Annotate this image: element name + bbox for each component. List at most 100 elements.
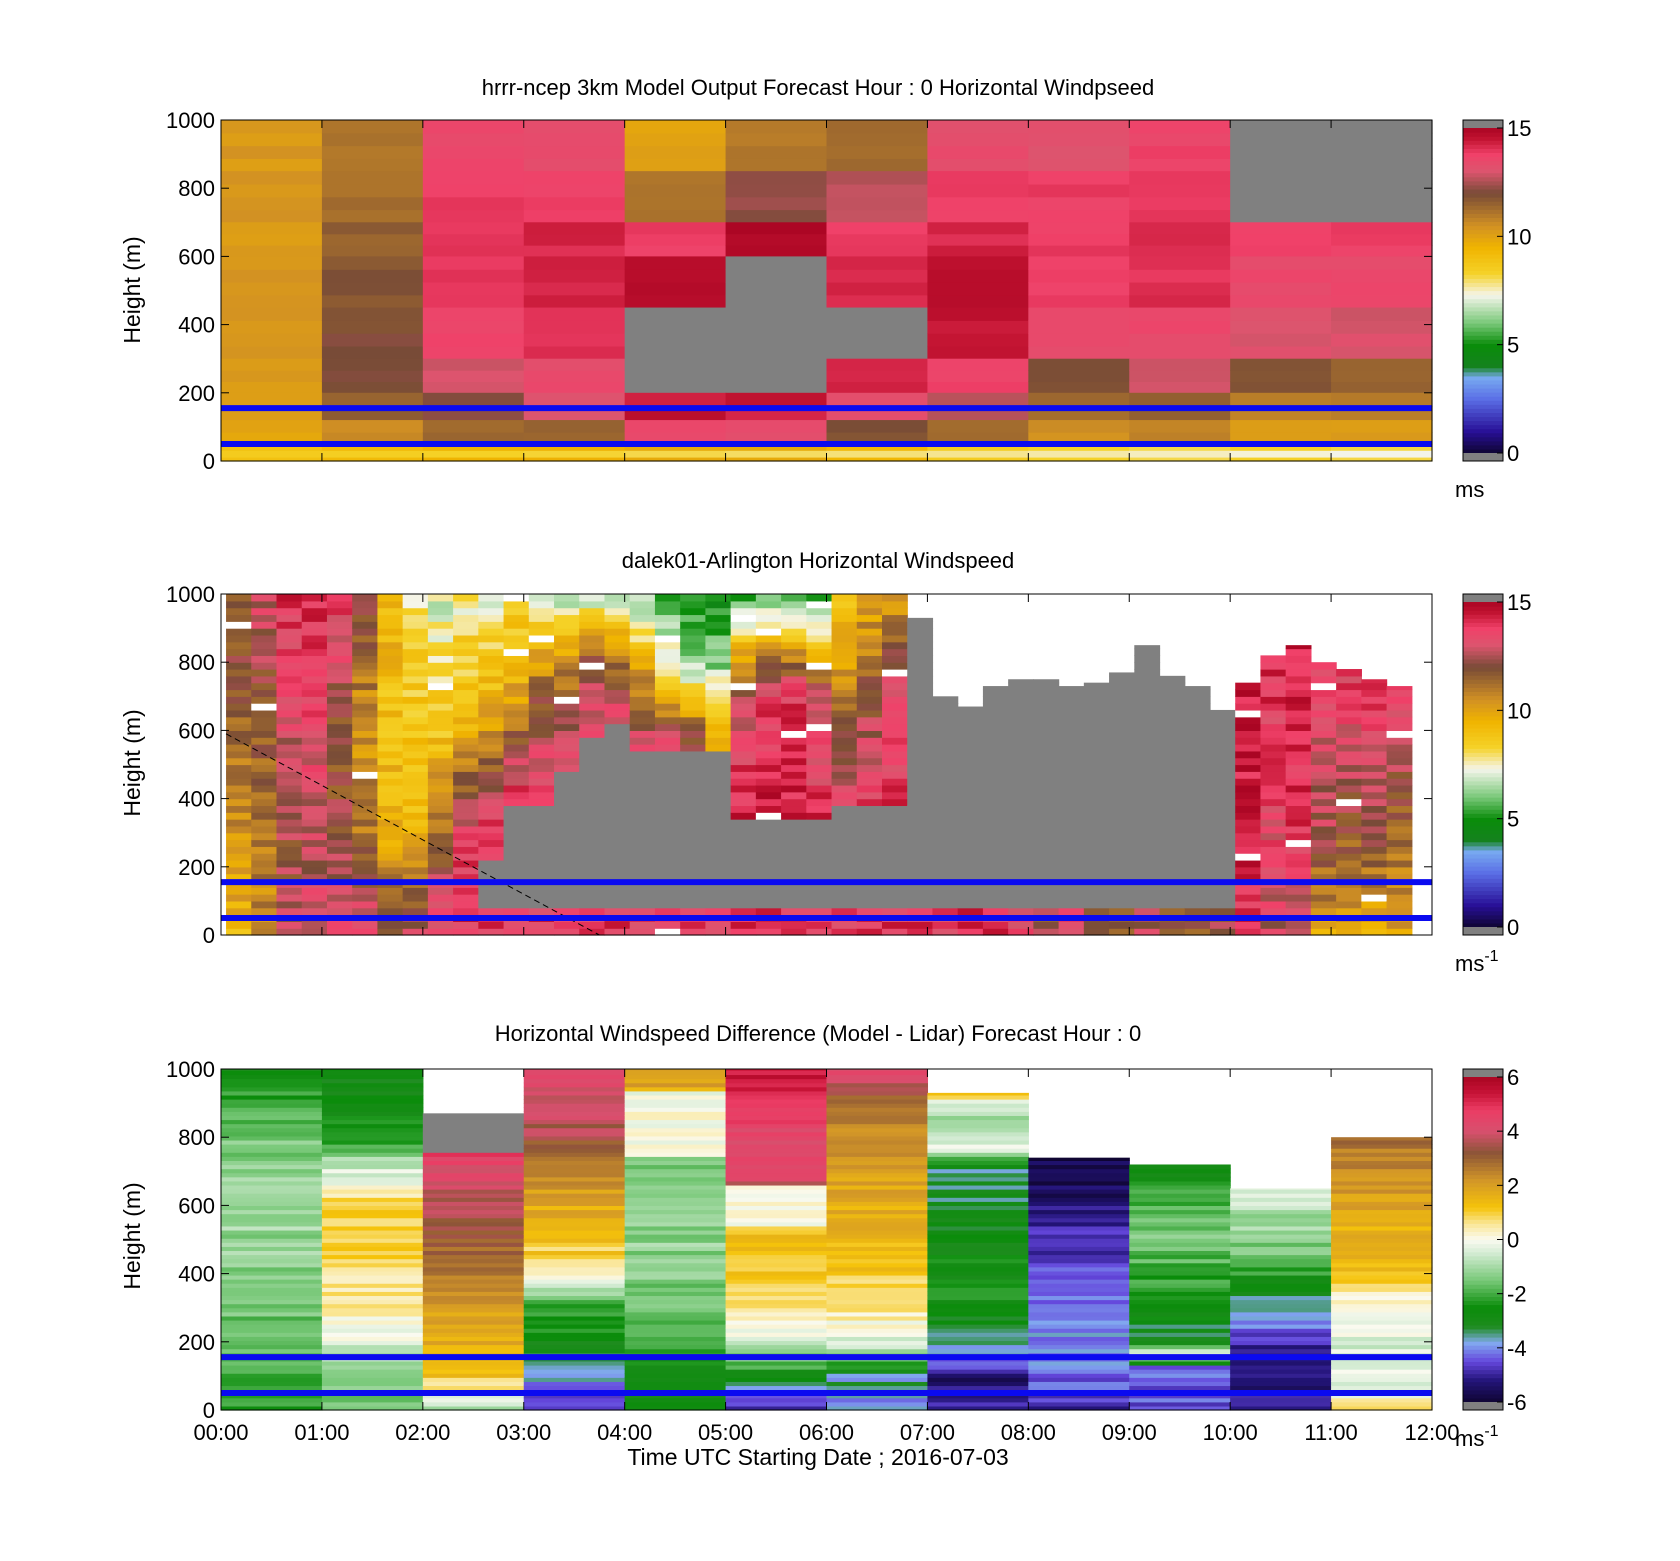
colorbar-cell xyxy=(1463,363,1503,369)
heatmap-cell xyxy=(402,737,429,745)
heatmap-cell xyxy=(1109,832,1135,841)
heatmap-cell xyxy=(321,1148,424,1153)
heatmap-cell xyxy=(629,900,656,909)
heatmap-cell xyxy=(1134,778,1161,786)
heatmap-cell xyxy=(1028,158,1130,172)
heatmap-cell xyxy=(276,750,303,759)
heatmap-cell xyxy=(377,839,404,847)
heatmap-cell xyxy=(1331,1270,1433,1276)
heatmap-cell xyxy=(321,307,424,321)
heatmap-cell xyxy=(806,853,833,861)
heatmap-cell xyxy=(624,1209,727,1215)
colorbar-cell xyxy=(1463,667,1503,672)
heatmap-cell xyxy=(251,819,278,827)
heatmap-cell xyxy=(422,1205,525,1211)
heatmap-cell xyxy=(624,1279,727,1284)
heatmap-cell xyxy=(730,771,757,779)
heatmap-cell xyxy=(680,819,706,827)
colorbar-cell xyxy=(1463,294,1503,300)
heatmap-cell xyxy=(725,1160,828,1166)
colorbar-cell xyxy=(1463,821,1503,827)
colorbar-cell xyxy=(1463,408,1503,413)
heatmap-cell xyxy=(856,641,883,650)
heatmap-cell xyxy=(321,1184,424,1190)
heatmap-cell xyxy=(377,887,404,895)
heatmap-cell xyxy=(826,1160,929,1166)
heatmap-cell xyxy=(453,791,479,800)
heatmap-cell xyxy=(755,655,782,663)
heatmap-cell xyxy=(907,696,934,704)
heatmap-cell xyxy=(624,1299,727,1305)
heatmap-cell xyxy=(1235,744,1262,752)
heatmap-cell xyxy=(1235,866,1262,875)
heatmap-cell xyxy=(326,778,353,786)
heatmap-cell xyxy=(927,171,1029,185)
heatmap-cell xyxy=(503,928,530,936)
heatmap-cell xyxy=(422,1287,525,1292)
heatmap-cell xyxy=(352,703,379,711)
heatmap-cell xyxy=(1129,1266,1231,1272)
heatmap-cell xyxy=(1361,737,1388,745)
heatmap-cell xyxy=(705,662,732,670)
heatmap-cell xyxy=(1159,900,1186,909)
heatmap-cell xyxy=(831,607,858,616)
heatmap-cell xyxy=(427,812,454,820)
heatmap-cell xyxy=(301,805,328,813)
heatmap-cell xyxy=(478,628,505,636)
x-tick-label: 01:00 xyxy=(294,1420,349,1445)
heatmap-cell xyxy=(1028,1270,1130,1276)
heatmap-cell xyxy=(629,866,656,875)
heatmap-cell xyxy=(705,675,732,684)
heatmap-cell xyxy=(453,812,479,820)
colorbar-cell xyxy=(1463,1154,1503,1159)
heatmap-cell xyxy=(251,689,278,697)
heatmap-cell xyxy=(1184,866,1211,875)
heatmap-cell xyxy=(1331,1299,1433,1305)
heatmap-cell xyxy=(1331,1385,1433,1391)
heatmap-cell xyxy=(624,1115,727,1121)
heatmap-cell xyxy=(579,682,606,691)
colorbar-cell xyxy=(1463,335,1503,340)
heatmap-cell xyxy=(422,370,525,383)
heatmap-cell xyxy=(528,866,555,875)
heatmap-cell xyxy=(1083,696,1110,704)
heatmap-cell xyxy=(1285,648,1312,656)
heatmap-cell xyxy=(321,1381,424,1387)
heatmap-cell xyxy=(624,1324,727,1329)
heatmap-cell xyxy=(781,805,807,813)
heatmap-cell xyxy=(927,1393,1029,1399)
heatmap-cell xyxy=(755,846,782,854)
heatmap-cell xyxy=(427,655,454,663)
colorbar-cell xyxy=(1463,906,1503,912)
heatmap-cell xyxy=(422,1184,525,1190)
heatmap-cell xyxy=(554,771,580,779)
heatmap-cell xyxy=(1058,846,1085,854)
heatmap-cell xyxy=(523,1168,626,1174)
heatmap-cell xyxy=(1331,1332,1433,1337)
heatmap-cell xyxy=(251,757,278,766)
heatmap-cell xyxy=(1230,1221,1332,1227)
heatmap-cell xyxy=(1209,791,1236,800)
y-tick-label: 0 xyxy=(203,923,215,948)
heatmap-cell xyxy=(251,614,278,622)
heatmap-cell xyxy=(251,744,278,752)
colorbar-unit: ms-1 xyxy=(1455,1423,1499,1451)
heatmap-cell xyxy=(1129,1258,1231,1264)
heatmap-cell xyxy=(1310,894,1337,902)
colorbar-cell xyxy=(1463,420,1503,426)
colorbar-cell xyxy=(1463,241,1503,247)
heatmap-cell xyxy=(1336,846,1362,854)
heatmap-cell xyxy=(826,1164,929,1170)
heatmap-cell xyxy=(523,1242,626,1247)
heatmap-cell xyxy=(629,832,656,841)
heatmap-cell xyxy=(1230,1250,1332,1256)
heatmap-cell xyxy=(624,1274,727,1280)
heatmap-cell xyxy=(554,648,580,656)
heatmap-cell xyxy=(624,1180,727,1186)
heatmap-cell xyxy=(927,120,1029,134)
heatmap-cell xyxy=(301,662,328,670)
heatmap-cell xyxy=(705,723,732,731)
heatmap-cell xyxy=(523,1152,626,1157)
heatmap-cell xyxy=(321,1377,424,1382)
heatmap-cell xyxy=(806,805,833,813)
